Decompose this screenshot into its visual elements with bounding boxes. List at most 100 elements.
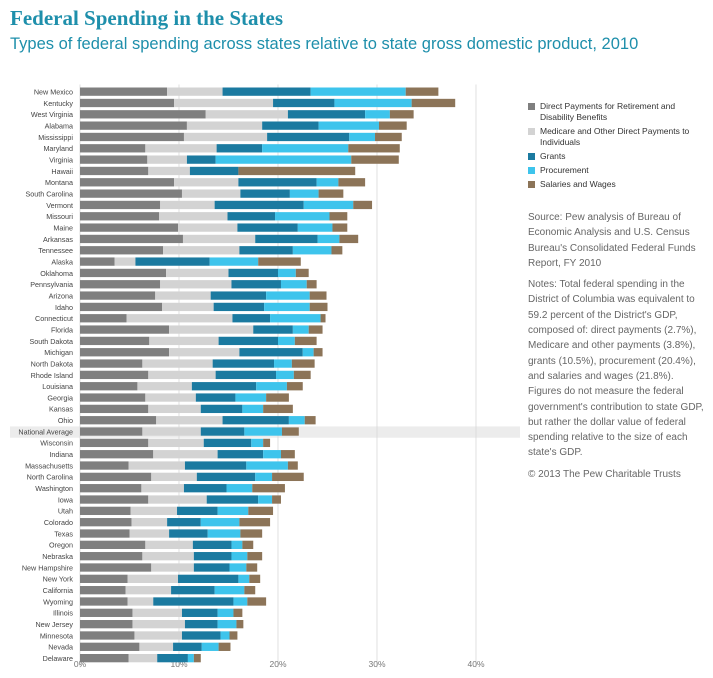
- bar-segment-procurement: [288, 416, 305, 425]
- bar-segment-retirement: [80, 348, 170, 357]
- bar-segment-medicare: [134, 631, 182, 640]
- bar-segment-salaries: [239, 518, 271, 527]
- bar-segment-salaries: [375, 132, 402, 142]
- bar-segment-medicare: [127, 574, 179, 583]
- bar-segment-grants: [135, 257, 210, 266]
- bar-segment-grants: [181, 608, 218, 617]
- bar-segment-procurement: [263, 450, 281, 459]
- bar-segment-procurement: [316, 178, 339, 187]
- bar-segment-procurement: [276, 370, 294, 380]
- copyright-note: © 2013 The Pew Charitable Trusts: [528, 468, 681, 480]
- bar-segment-procurement: [310, 87, 406, 96]
- bar-segment-grants: [177, 506, 218, 516]
- legend-item-retirement: Direct Payments for Retirement and Disab…: [528, 101, 708, 123]
- bar-segment-medicare: [160, 200, 215, 210]
- bar-segment-procurement: [349, 132, 376, 142]
- bar-segment-procurement: [256, 382, 287, 391]
- x-tick-label: 10%: [170, 659, 187, 669]
- legend-label-procurement: Procurement: [540, 165, 589, 175]
- bar-segment-medicare: [156, 416, 223, 425]
- bar-segment-procurement: [280, 280, 307, 289]
- bar-segment-procurement: [275, 212, 330, 221]
- bar-segment-medicare: [148, 404, 201, 414]
- bar-segment-medicare: [186, 121, 263, 130]
- bar-segment-grants: [184, 461, 247, 470]
- bar-segment-salaries: [258, 257, 301, 266]
- bar-segment-medicare: [178, 223, 238, 232]
- bar-segment-retirement: [80, 280, 161, 289]
- legend-label-salaries: Salaries and Wages: [540, 179, 616, 189]
- bar-segment-salaries: [339, 234, 359, 244]
- bar-segment-grants: [232, 314, 271, 323]
- category-label: Kansas: [49, 405, 73, 414]
- legend-item-medicare: Medicare and Other Direct Payments to In…: [528, 126, 708, 148]
- bar-segment-grants: [191, 382, 257, 391]
- bar-segment-medicare: [126, 314, 233, 323]
- bar-segment-medicare: [125, 586, 172, 595]
- bar-segment-procurement: [217, 506, 249, 516]
- bar-segment-grants: [273, 98, 335, 108]
- bar-segment-grants: [192, 540, 232, 549]
- bar-segment-retirement: [80, 268, 167, 278]
- bar-segment-salaries: [240, 529, 263, 538]
- bar-segment-salaries: [309, 302, 328, 312]
- bar-segment-procurement: [231, 552, 248, 561]
- bar-segment-retirement: [80, 608, 133, 617]
- bar-segment-retirement: [80, 518, 132, 527]
- category-label: Nevada: [48, 643, 73, 652]
- bar-segment-medicare: [169, 348, 240, 357]
- category-label: Idaho: [55, 303, 73, 312]
- bar-segment-salaries: [246, 563, 258, 572]
- bar-segment-procurement: [187, 654, 194, 663]
- bar-segment-grants: [210, 291, 267, 300]
- bar-segment-salaries: [272, 472, 304, 482]
- bar-segment-salaries: [266, 393, 289, 402]
- bar-segment-medicare: [159, 212, 228, 221]
- bar-segment-salaries: [306, 280, 317, 289]
- bar-segment-medicare: [142, 427, 201, 436]
- bar-segment-procurement: [317, 234, 340, 244]
- bar-segment-medicare: [131, 518, 168, 527]
- category-label: New Hampshire: [22, 563, 73, 572]
- bar-segment-grants: [214, 200, 304, 210]
- bar-segment-procurement: [274, 359, 292, 368]
- bar-segment-retirement: [80, 166, 149, 176]
- bar-segment-salaries: [286, 382, 303, 391]
- bar-segment-salaries: [238, 166, 356, 176]
- bar-segment-grants: [287, 110, 366, 119]
- bar-segment-grants: [239, 246, 293, 255]
- bar-segment-medicare: [128, 461, 185, 470]
- bar-segment-retirement: [80, 642, 140, 651]
- bar-segment-grants: [262, 121, 319, 130]
- bar-segment-retirement: [80, 450, 154, 459]
- bar-segment-procurement: [264, 302, 310, 312]
- bar-segment-retirement: [80, 620, 133, 629]
- bar-segment-retirement: [80, 178, 175, 187]
- bar-segment-salaries: [295, 268, 309, 278]
- category-label: West Virginia: [31, 110, 73, 119]
- bar-segment-retirement: [80, 110, 206, 119]
- bar-segment-grants: [212, 359, 275, 368]
- bar-segment-medicare: [153, 450, 218, 459]
- bar-segment-retirement: [80, 359, 143, 368]
- bar-segment-medicare: [181, 189, 241, 198]
- category-label: Kentucky: [43, 99, 73, 108]
- category-label: Arizona: [49, 291, 73, 300]
- bar-segment-medicare: [132, 608, 182, 617]
- notes-text: Notes: Total federal spending in the Dis…: [528, 279, 704, 459]
- bar-segment-procurement: [229, 563, 247, 572]
- category-label: New York: [43, 575, 74, 584]
- bar-segment-grants: [228, 268, 278, 278]
- bar-segment-retirement: [80, 370, 149, 380]
- bar-segment-grants: [173, 642, 202, 651]
- x-tick-label: 20%: [269, 659, 286, 669]
- bar-segment-salaries: [293, 370, 311, 380]
- category-label: Virginia: [49, 155, 73, 164]
- bar-segment-grants: [186, 155, 216, 164]
- bar-segment-medicare: [129, 529, 170, 538]
- bar-segment-retirement: [80, 234, 183, 244]
- legend-swatch-retirement: [528, 103, 535, 110]
- bar-segment-retirement: [80, 87, 168, 96]
- bar-segment-procurement: [226, 484, 253, 493]
- bar-segment-salaries: [405, 87, 439, 96]
